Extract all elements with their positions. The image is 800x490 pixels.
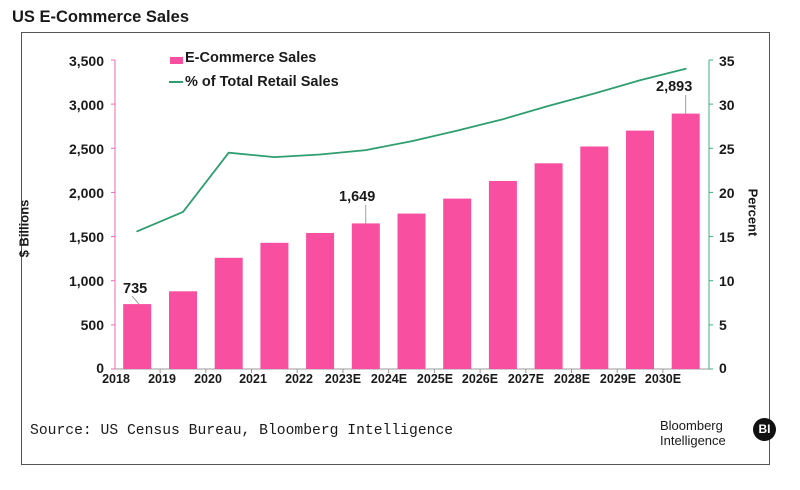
svg-text:2,893: 2,893 <box>656 79 692 95</box>
svg-text:1,649: 1,649 <box>339 189 375 205</box>
svg-text:735: 735 <box>123 281 147 297</box>
